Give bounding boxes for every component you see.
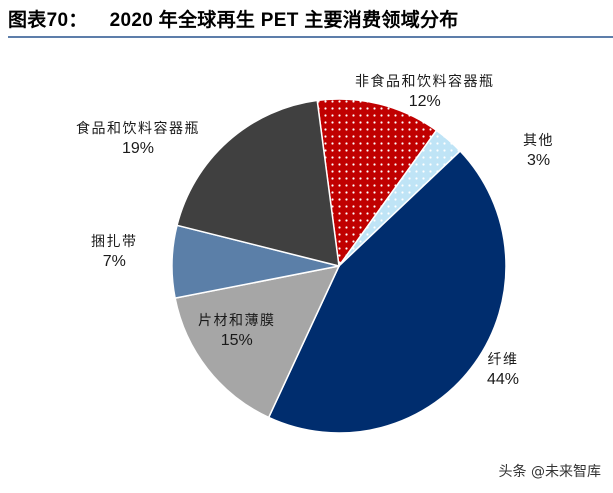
slice-percent: 44% bbox=[487, 370, 520, 388]
slice-name: 食品和饮料容器瓶 bbox=[76, 121, 200, 137]
slice-name: 其他 bbox=[523, 133, 554, 149]
watermark: 头条 @未来智库 bbox=[498, 464, 601, 480]
slice-percent: 15% bbox=[220, 331, 253, 349]
slice-percent: 7% bbox=[102, 252, 126, 270]
figure-title: 图表70： 2020 年全球再生 PET 主要消费领域分布 bbox=[8, 5, 459, 32]
slice-name: 非食品和饮料容器瓶 bbox=[355, 74, 495, 90]
slice-name: 捆扎带 bbox=[91, 234, 138, 250]
slice-label-sheet-film: 片材和薄膜 15% bbox=[198, 313, 276, 351]
slice-label-food-bottles: 食品和饮料容器瓶 19% bbox=[76, 121, 200, 159]
slice-fiber bbox=[267, 149, 507, 434]
slice-percent: 19% bbox=[121, 139, 155, 157]
slice-sheet-film bbox=[174, 264, 341, 419]
slice-label-strapping: 捆扎带 7% bbox=[91, 234, 138, 272]
figure-number: 图表70： bbox=[8, 10, 88, 31]
figure-title-text: 2020 年全球再生 PET 主要消费领域分布 bbox=[109, 10, 459, 31]
slice-name: 片材和薄膜 bbox=[198, 313, 276, 329]
slice-food-bottles bbox=[176, 99, 340, 267]
slice-non-food-bottles bbox=[316, 98, 438, 268]
slice-name: 纤维 bbox=[487, 352, 519, 368]
slice-label-other: 其他 3% bbox=[523, 133, 554, 171]
slice-label-non-food-bottles: 非食品和饮料容器瓶 12% bbox=[355, 74, 495, 112]
title-underline bbox=[8, 36, 613, 38]
slice-percent: 12% bbox=[408, 92, 441, 110]
slice-label-fiber: 纤维 44% bbox=[487, 352, 519, 390]
slice-percent: 3% bbox=[526, 151, 551, 169]
